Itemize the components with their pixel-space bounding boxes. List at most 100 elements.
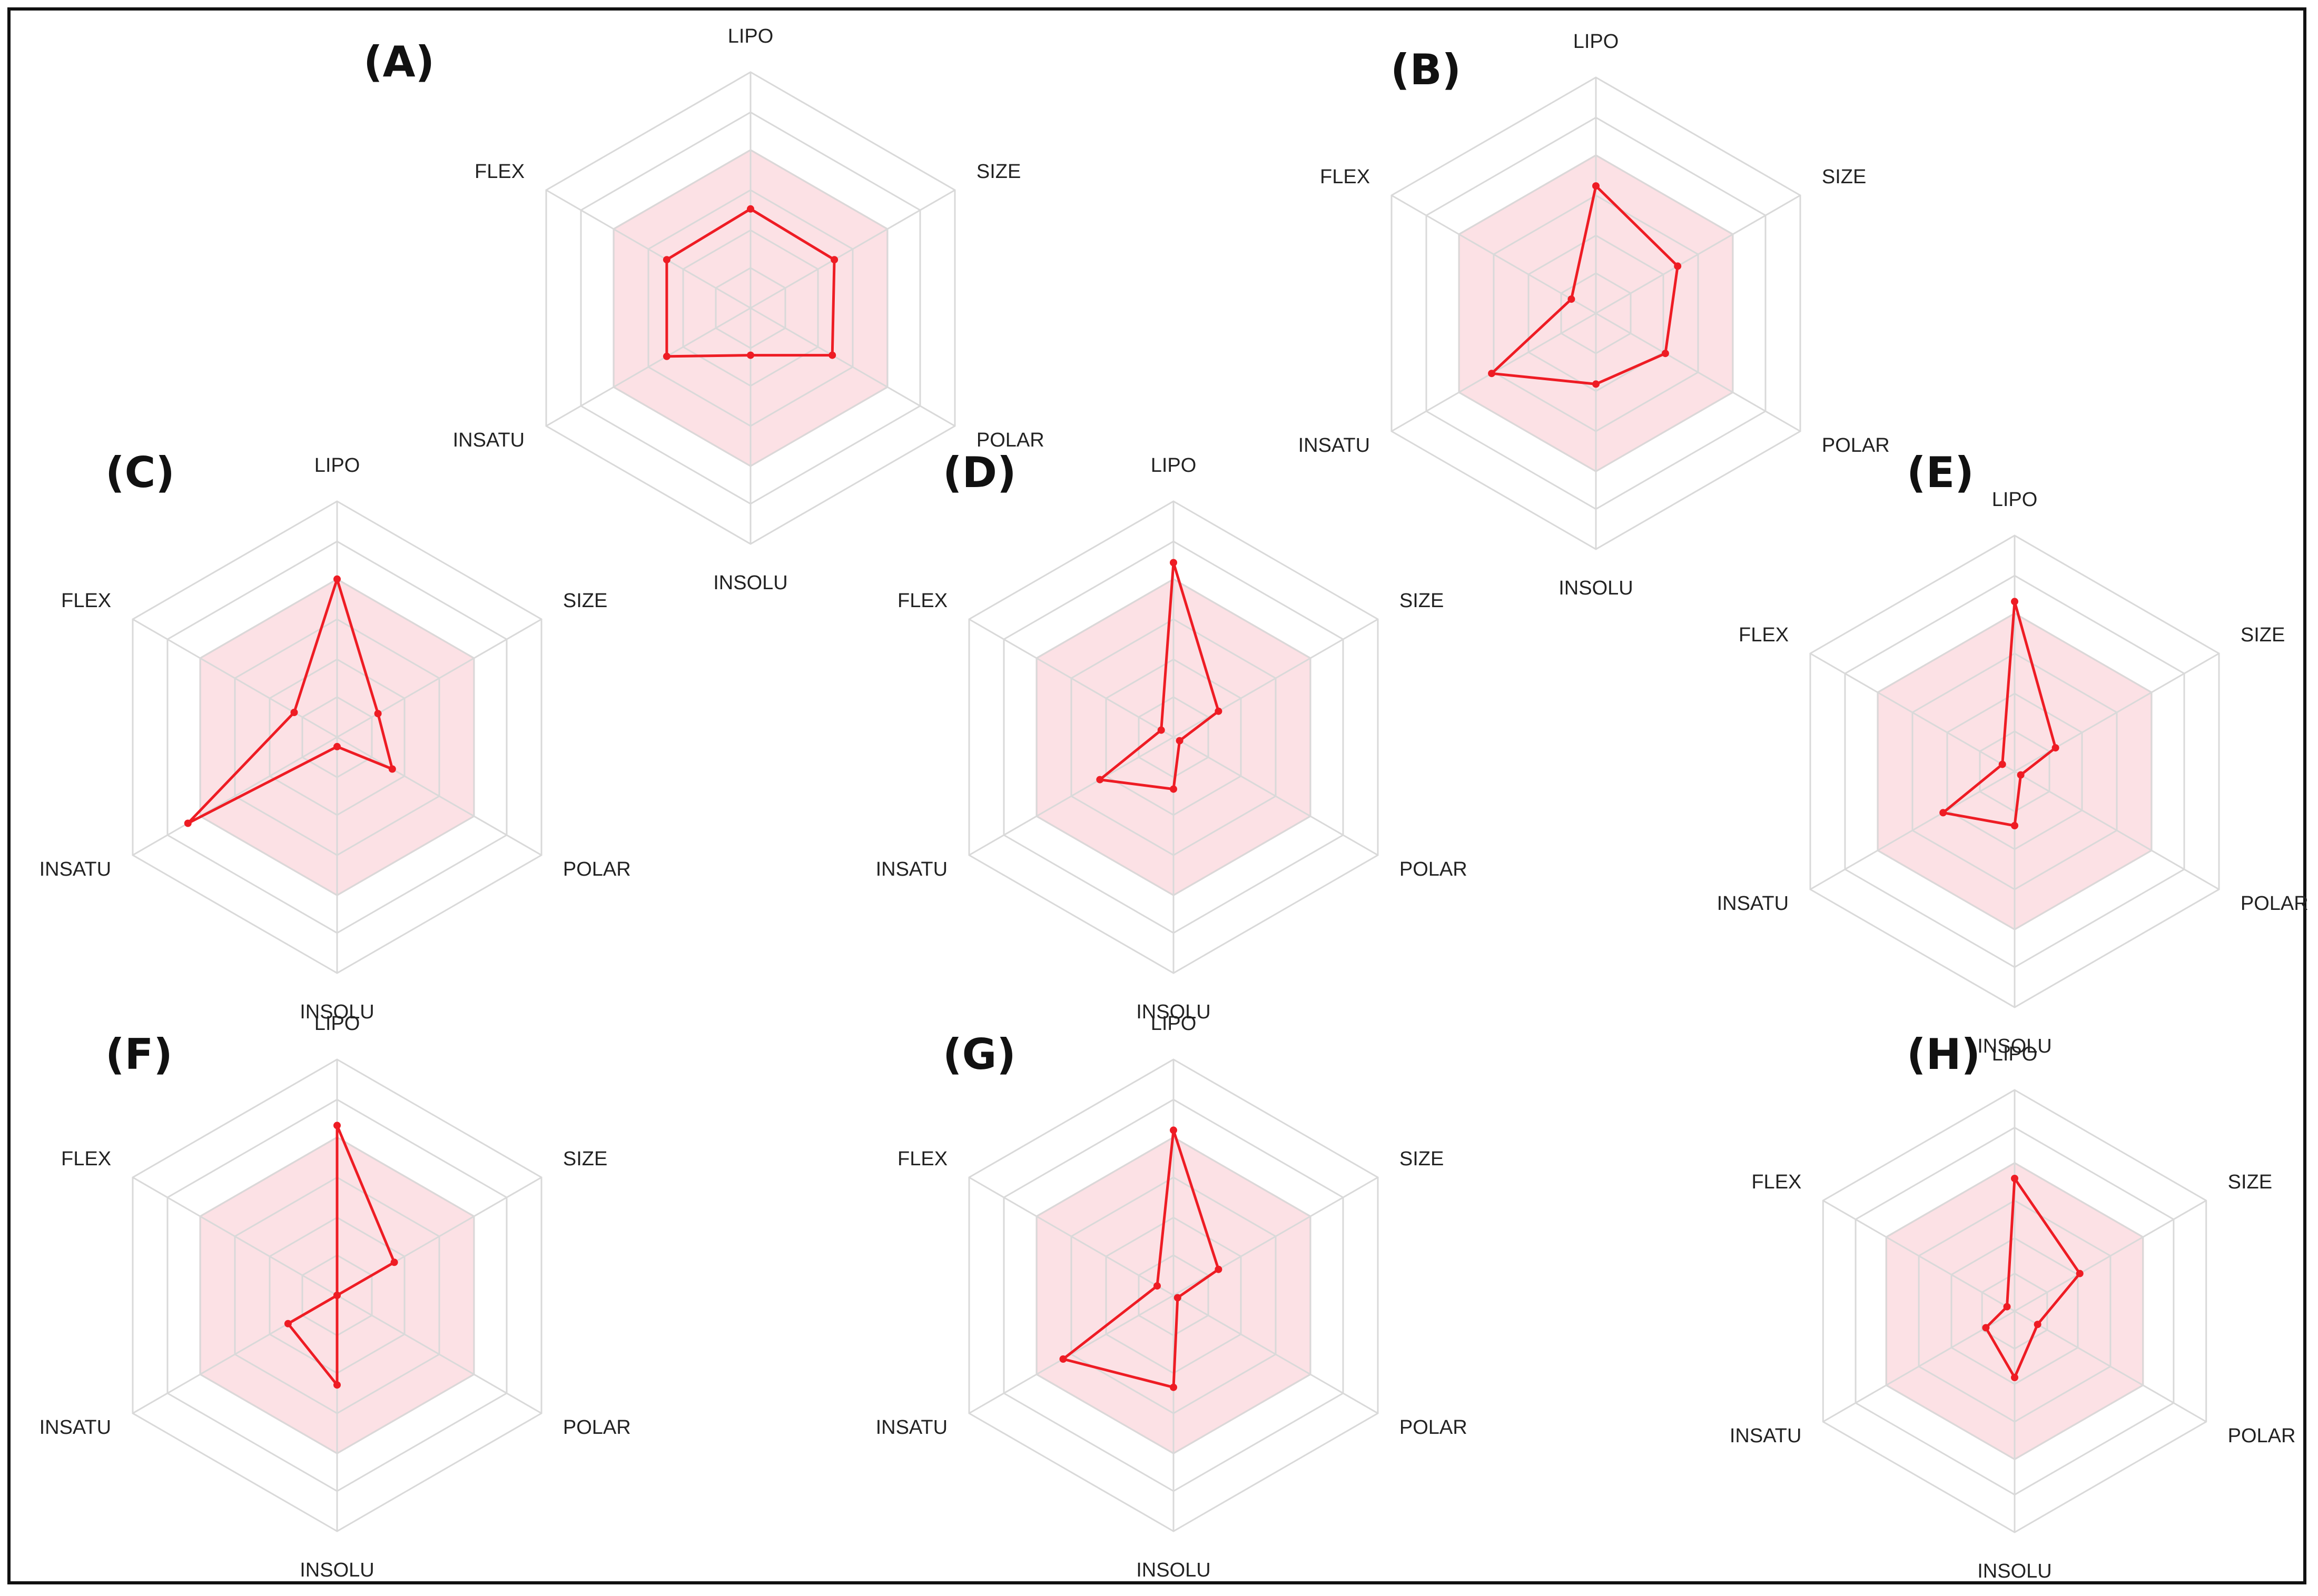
axis-label-polar: POLAR: [2228, 1425, 2296, 1447]
axis-label-flex: FLEX: [897, 1148, 948, 1170]
axis-label-flex: FLEX: [475, 161, 525, 183]
data-point-insatu: [1488, 370, 1496, 378]
grid-spoke: [1595, 194, 1801, 314]
data-point-insolu: [2011, 1374, 2018, 1381]
data-point-insatu: [184, 819, 192, 827]
data-point-insatu: [1982, 1324, 1990, 1332]
grid-spoke: [1173, 618, 1378, 738]
axis-label-polar: POLAR: [1822, 434, 1890, 457]
axis-label-size: SIZE: [1399, 590, 1444, 612]
grid-spoke: [969, 736, 1174, 856]
grid-spoke: [2014, 1200, 2207, 1312]
axis-label-insolu: INSOLU: [1559, 577, 1633, 599]
panel-letter: (B): [1390, 45, 1461, 94]
data-point-insatu: [1059, 1355, 1067, 1363]
axis-label-size: SIZE: [1399, 1148, 1444, 1170]
data-point-lipo: [1170, 1126, 1177, 1134]
grid-spoke: [132, 1176, 338, 1296]
radar-panel-b: LIPO SIZE POLAR INSOLU INSATU FLEX (B): [1298, 31, 1890, 599]
data-point-lipo: [1170, 559, 1177, 567]
axis-label-lipo: LIPO: [1573, 31, 1619, 53]
data-point-insatu: [1096, 776, 1104, 784]
axis-label-flex: FLEX: [1739, 624, 1789, 646]
axis-label-insolu: INSOLU: [300, 1001, 374, 1023]
grid-spoke: [1173, 736, 1378, 856]
data-point-insatu: [1939, 809, 1947, 817]
grid-spoke: [337, 736, 542, 856]
data-point-size: [1215, 1265, 1222, 1273]
panel-letter: (F): [105, 1030, 173, 1079]
grid-spoke: [546, 189, 751, 309]
data-point-polar: [388, 765, 396, 773]
panel-letter: (G): [943, 1030, 1016, 1079]
data-point-insolu: [333, 1381, 341, 1389]
axis-label-insolu: INSOLU: [1136, 1001, 1210, 1023]
data-point-polar: [2034, 1321, 2041, 1329]
axis-label-insatu: INSATU: [1298, 434, 1370, 457]
grid-spoke: [1822, 1200, 2015, 1312]
axis-label-polar: POLAR: [1399, 858, 1467, 880]
data-point-polar: [828, 351, 836, 359]
grid-spoke: [1810, 770, 2015, 890]
grid-spoke: [337, 618, 542, 738]
data-point-polar: [1173, 1294, 1181, 1302]
data-point-flex: [1998, 760, 2006, 768]
data-point-size: [374, 710, 382, 718]
grid-spoke: [132, 618, 338, 738]
grid-spoke: [969, 618, 1174, 738]
grid-spoke: [2014, 770, 2220, 890]
axis-label-lipo: LIPO: [314, 454, 360, 477]
radar-panel-a: LIPO SIZE POLAR INSOLU INSATU FLEX (A): [363, 25, 1044, 594]
radar-panel-f: LIPO SIZE POLAR INSOLU INSATU FLEX (F): [40, 1013, 631, 1581]
radar-panel-e: LIPO SIZE POLAR INSOLU INSATU FLEX (E): [1717, 448, 2309, 1057]
axis-label-flex: FLEX: [1751, 1171, 1801, 1193]
axis-label-lipo: LIPO: [1992, 489, 2038, 511]
axis-label-polar: POLAR: [1399, 1416, 1467, 1439]
grid-spoke: [1810, 652, 2015, 772]
data-point-flex: [1567, 295, 1575, 303]
axis-label-insatu: INSATU: [1717, 893, 1789, 915]
data-point-polar: [1176, 737, 1183, 745]
data-point-lipo: [747, 205, 754, 213]
axis-label-size: SIZE: [2241, 624, 2285, 646]
axis-label-insatu: INSATU: [876, 858, 948, 880]
data-point-lipo: [333, 1122, 341, 1129]
data-point-flex: [333, 1292, 341, 1299]
radar-panel-h: LIPO SIZE POLAR INSOLU INSATU FLEX (H): [1730, 1030, 2296, 1582]
axis-label-insatu: INSATU: [1730, 1425, 1802, 1447]
panel-letter: (A): [363, 37, 435, 86]
axis-label-size: SIZE: [2228, 1171, 2272, 1193]
data-point-flex: [663, 256, 670, 264]
panel-letter: (E): [1907, 448, 1974, 497]
axis-label-lipo: LIPO: [1151, 1013, 1197, 1035]
radar-panel-d: LIPO SIZE POLAR INSOLU INSATU FLEX (D): [876, 448, 1467, 1023]
axis-label-insatu: INSATU: [453, 429, 525, 451]
axis-label-insolu: INSOLU: [1977, 1560, 2051, 1582]
axis-label-polar: POLAR: [563, 858, 631, 880]
data-point-insatu: [663, 352, 670, 360]
axis-label-insolu: INSOLU: [1977, 1035, 2051, 1057]
axis-label-polar: POLAR: [2241, 893, 2309, 915]
data-point-lipo: [2011, 598, 2018, 606]
axis-label-size: SIZE: [976, 161, 1021, 183]
data-point-size: [2051, 744, 2059, 752]
data-point-size: [1215, 707, 1222, 715]
panel-letter: (D): [943, 448, 1017, 497]
panel-letter: (H): [1907, 1030, 1980, 1079]
axis-label-insolu: INSOLU: [300, 1559, 374, 1581]
data-point-insolu: [1592, 380, 1600, 388]
grid-spoke: [750, 189, 955, 309]
axis-label-insatu: INSATU: [40, 858, 112, 880]
axis-label-lipo: LIPO: [1992, 1043, 2038, 1065]
data-point-insolu: [747, 351, 754, 359]
data-point-size: [2076, 1270, 2084, 1277]
grid-spoke: [969, 1176, 1174, 1296]
axis-label-lipo: LIPO: [1151, 454, 1197, 477]
axis-label-insatu: INSATU: [876, 1416, 948, 1439]
data-point-polar: [1661, 350, 1669, 358]
axis-label-lipo: LIPO: [314, 1013, 360, 1035]
axis-label-insatu: INSATU: [40, 1416, 112, 1439]
grid-spoke: [750, 307, 955, 427]
axis-label-flex: FLEX: [897, 590, 948, 612]
